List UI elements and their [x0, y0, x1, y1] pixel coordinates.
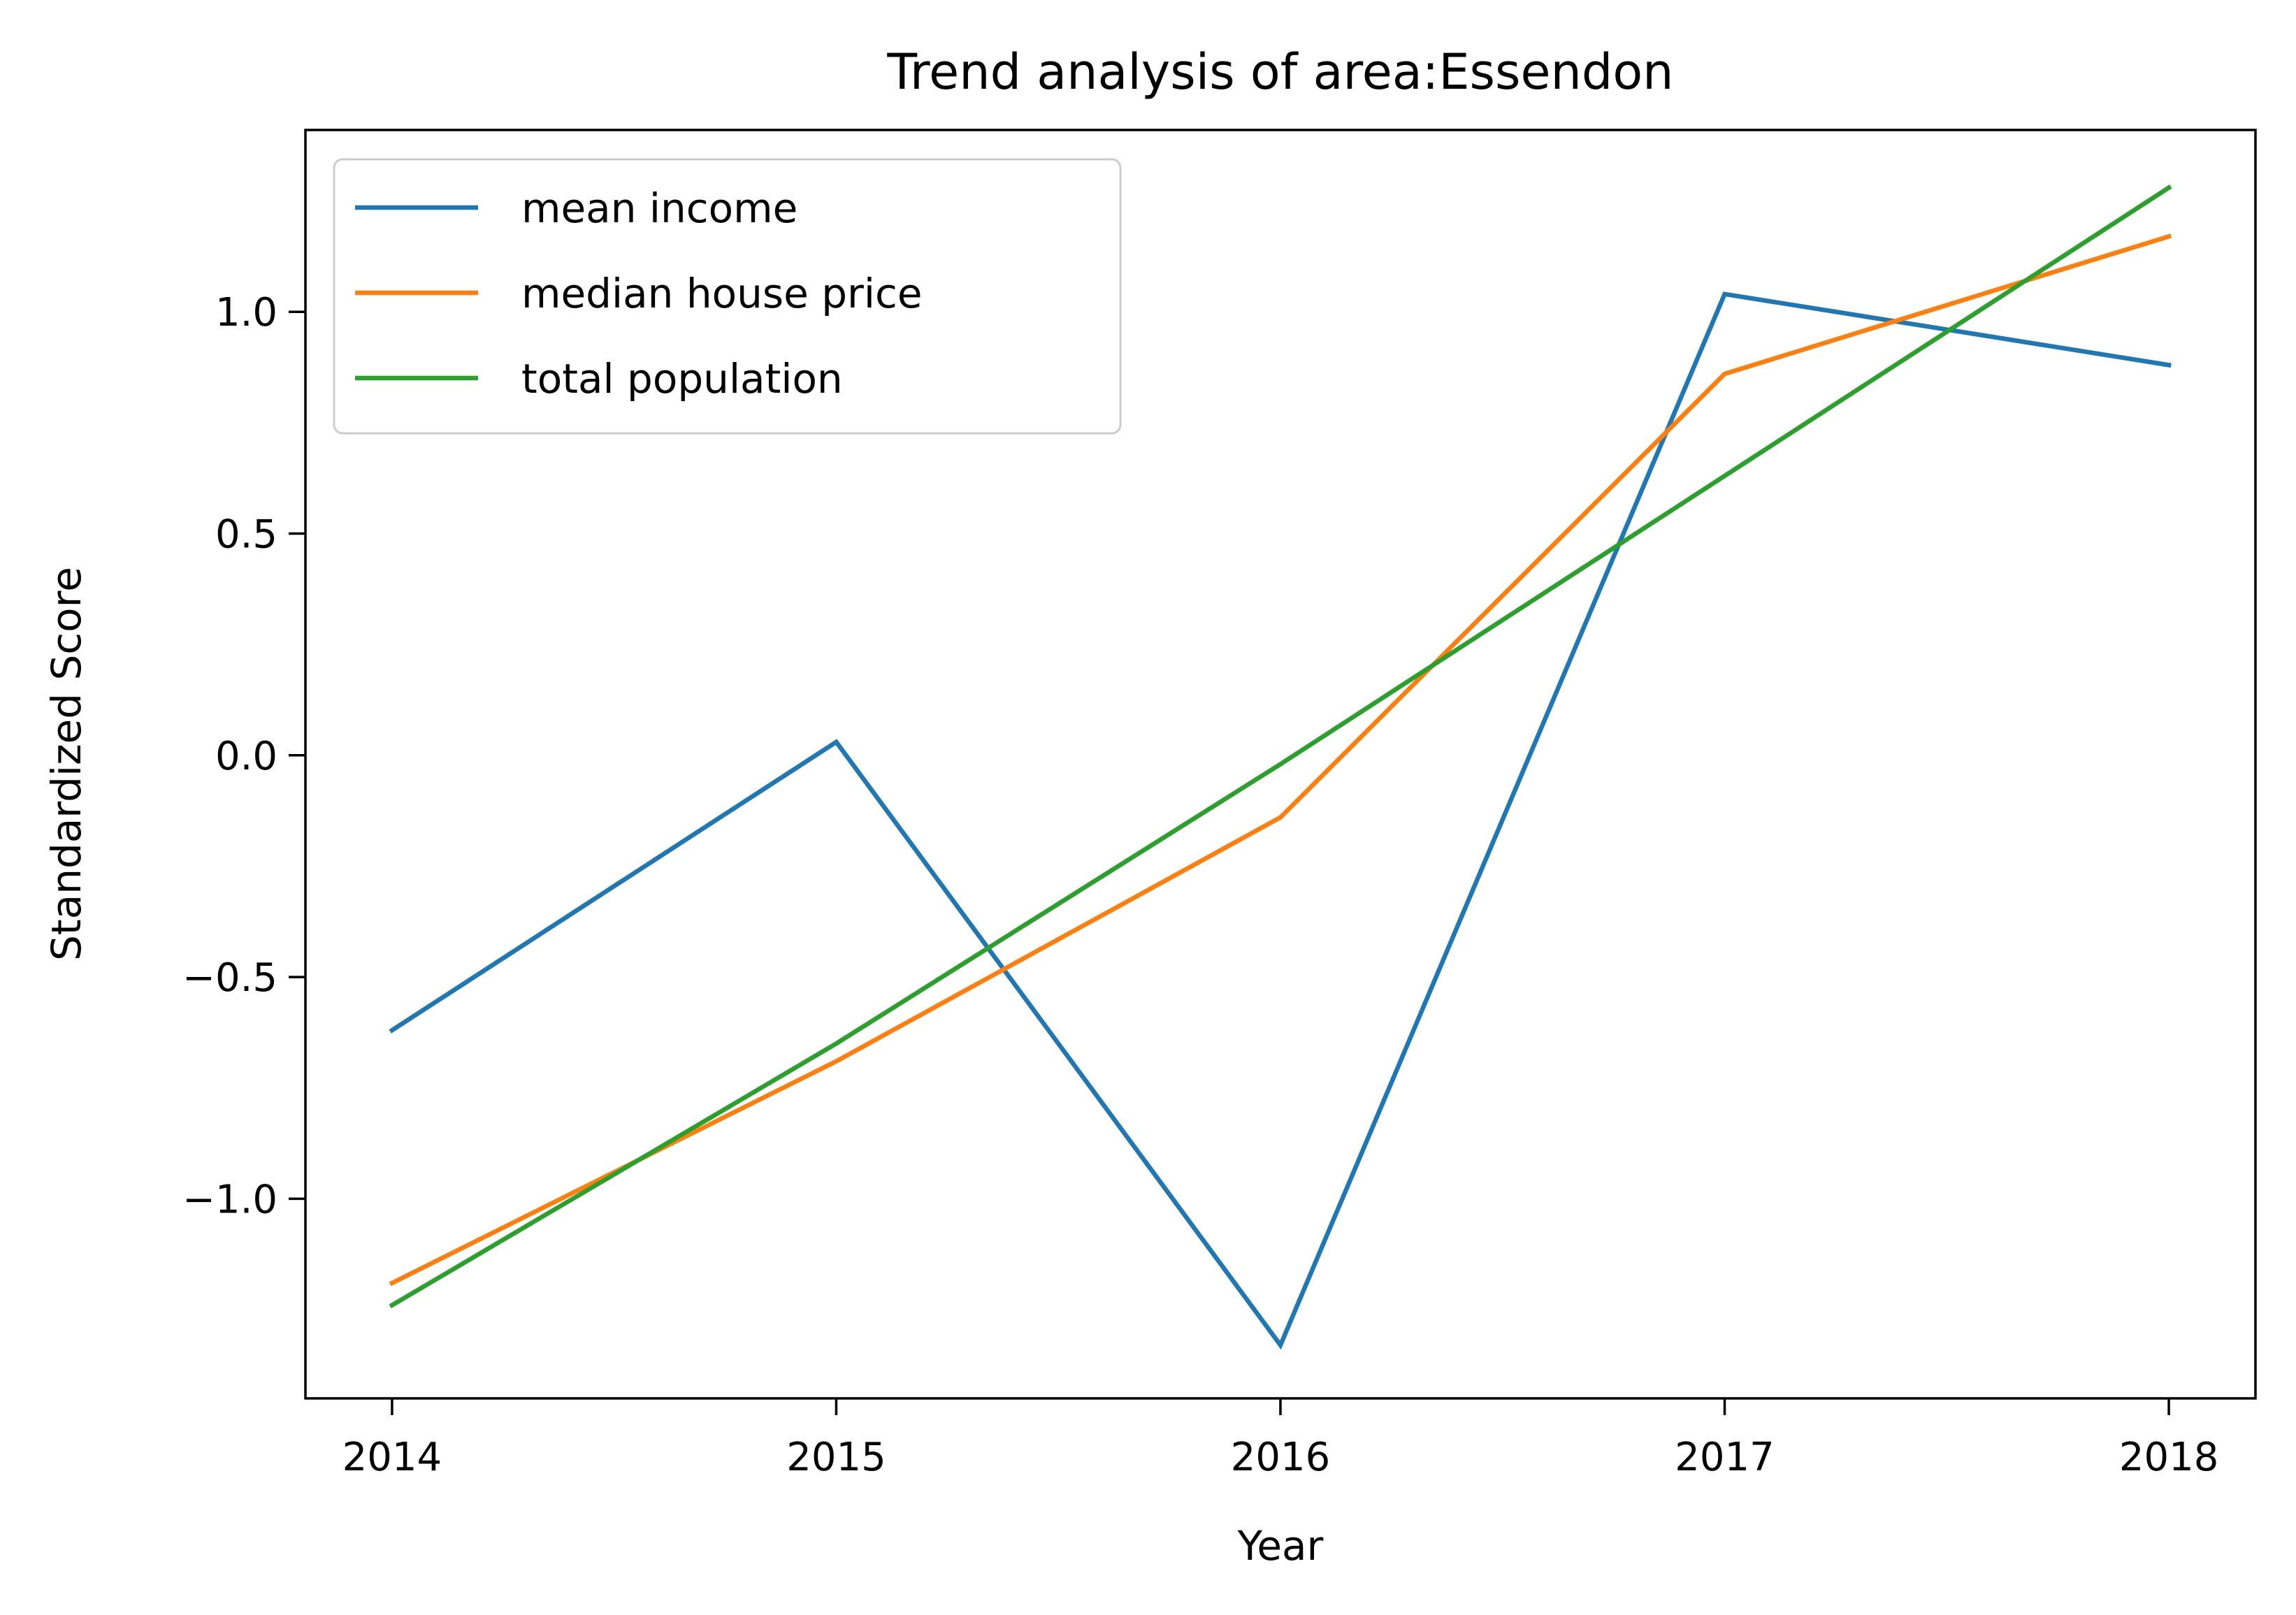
y-tick-label: 1.0	[215, 290, 277, 335]
y-tick-label: −0.5	[182, 955, 277, 1001]
legend-label: total population	[521, 355, 843, 403]
y-axis-label: Standardized Score	[43, 567, 90, 961]
series-line-median-house-price	[389, 233, 2172, 1287]
series-line-total-population	[389, 184, 2172, 1309]
y-axis-ticks: −1.0 −0.5 0.0 0.5 1.0	[182, 290, 305, 1222]
x-tick-label: 2018	[2119, 1435, 2219, 1480]
legend: mean income median house price total popul…	[333, 158, 1122, 435]
x-tick-label: 2015	[786, 1435, 886, 1480]
y-tick-label: 0.5	[215, 512, 277, 558]
x-tick-label: 2017	[1675, 1435, 1775, 1480]
x-axis-label: Year	[1237, 1522, 1324, 1570]
series-line-mean-income	[389, 291, 2172, 1350]
legend-items: mean income median house price total popul…	[355, 184, 923, 403]
x-axis-ticks: 2014 2015 2016 2017 2018	[342, 1398, 2219, 1480]
y-tick-label: 0.0	[215, 734, 277, 779]
series-layer	[389, 184, 2172, 1350]
chart-title: Trend analysis of area:Essendon	[886, 43, 1673, 101]
x-tick-label: 2016	[1231, 1435, 1331, 1480]
legend-label: median house price	[521, 270, 923, 317]
x-tick-label: 2014	[342, 1435, 442, 1480]
legend-box	[333, 158, 1122, 435]
y-tick-label: −1.0	[182, 1177, 277, 1222]
legend-label: mean income	[521, 184, 797, 232]
